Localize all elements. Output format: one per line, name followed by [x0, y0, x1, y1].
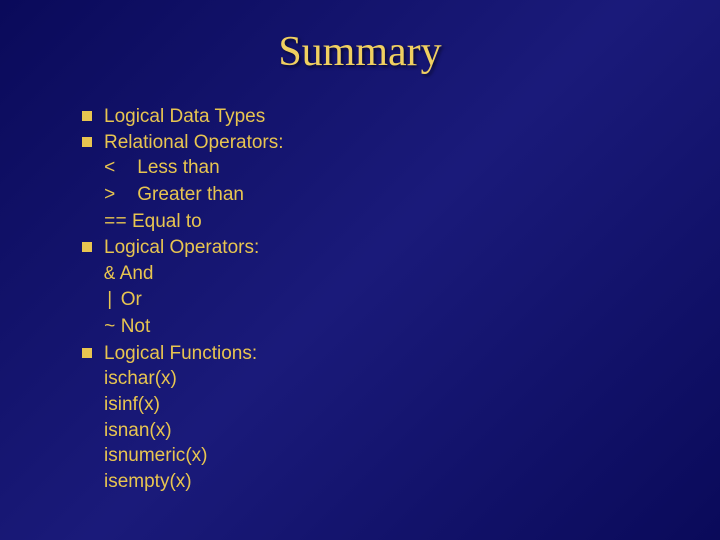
- list-item: isnumeric(x): [104, 443, 660, 469]
- func-name: isnumeric: [104, 445, 185, 466]
- func-name: isnan: [104, 420, 149, 441]
- list-item: & And: [104, 261, 660, 288]
- list-item: isnan(x): [104, 418, 660, 444]
- func-arg: x: [161, 368, 171, 389]
- bullet-label: Logical Functions:: [104, 343, 257, 364]
- slide: Summary Logical Data Types Relational Op…: [0, 0, 720, 540]
- func-arg: x: [192, 445, 202, 466]
- bullet-label: Relational Operators:: [104, 132, 284, 153]
- list-item: isinf(x): [104, 392, 660, 418]
- sub-list: & And | Or ~ Not: [104, 261, 660, 341]
- operator-desc: Or: [121, 289, 142, 310]
- bullet-item: Logical Data Types: [82, 104, 660, 130]
- bullet-list: Logical Data Types Relational Operators:…: [60, 104, 660, 495]
- list-item: < Less than: [104, 155, 660, 182]
- func-arg: x: [156, 420, 166, 441]
- operator-symbol: >: [104, 183, 132, 209]
- operator-desc: Greater than: [137, 184, 244, 205]
- slide-title: Summary: [60, 28, 660, 76]
- operator-symbol: <: [104, 156, 132, 182]
- bullet-item: Logical Functions: ischar(x) isinf(x) is…: [82, 341, 660, 495]
- bullet-item: Relational Operators: < Less than > Grea…: [82, 130, 660, 236]
- operator-symbol: |: [104, 289, 115, 311]
- bullet-label: Logical Data Types: [104, 106, 265, 127]
- sub-list: < Less than > Greater than ==Equal to: [104, 155, 660, 235]
- bullet-label: Logical Operators:: [104, 237, 259, 258]
- operator-desc: Not: [121, 316, 151, 337]
- list-item: | Or: [104, 287, 660, 314]
- list-item: ~ Not: [104, 314, 660, 341]
- func-name: isempty: [104, 471, 169, 492]
- func-name: ischar: [104, 368, 155, 389]
- func-arg: x: [176, 471, 186, 492]
- list-item: ==Equal to: [104, 209, 660, 236]
- list-item: ischar(x): [104, 366, 660, 392]
- operator-symbol: &: [104, 263, 115, 285]
- func-arg: x: [144, 394, 154, 415]
- operator-desc: And: [120, 263, 154, 284]
- operator-symbol: ~: [104, 316, 115, 338]
- operator-desc: Less than: [137, 157, 219, 178]
- operator-desc: Equal to: [132, 211, 202, 232]
- sub-list: ischar(x) isinf(x) isnan(x) isnumeric(x)…: [104, 366, 660, 494]
- operator-symbol: ==: [104, 210, 132, 236]
- list-item: > Greater than: [104, 182, 660, 209]
- bullet-item: Logical Operators: & And | Or ~ Not: [82, 235, 660, 341]
- func-name: isinf: [104, 394, 138, 415]
- list-item: isempty(x): [104, 469, 660, 495]
